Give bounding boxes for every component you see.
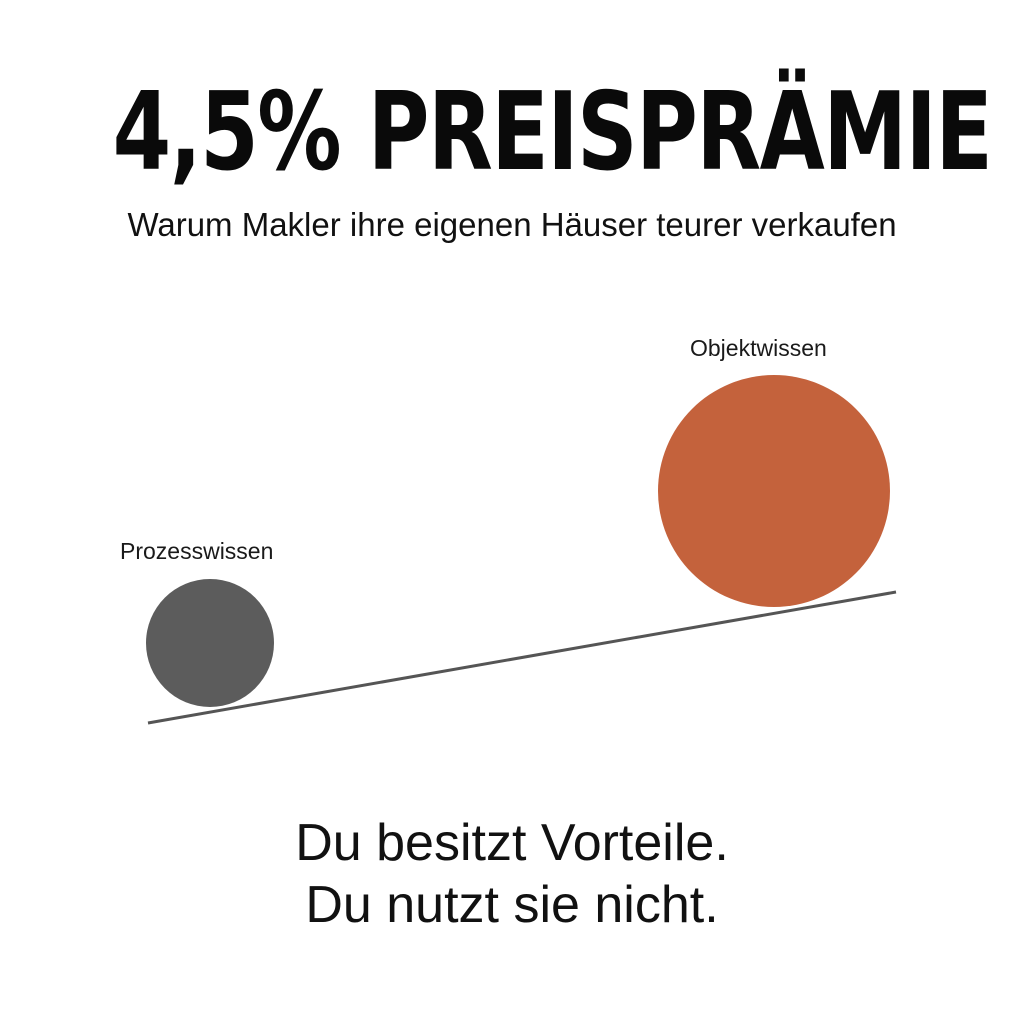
tagline-line-2: Du nutzt sie nicht.: [305, 876, 719, 934]
objektwissen-circle: [658, 375, 890, 607]
subtitle: Warum Makler ihre eigenen Häuser teurer …: [127, 206, 897, 243]
tagline-line-1: Du besitzt Vorteile.: [295, 814, 729, 872]
objektwissen-label: Objektwissen: [690, 335, 827, 361]
prozesswissen-label: Prozesswissen: [120, 538, 273, 564]
headline: 4,5% PREISPRÄMIE: [112, 70, 993, 195]
tagline: Du besitzt Vorteile. Du nutzt sie nicht.: [0, 812, 1024, 936]
ramp-line: [147, 590, 897, 725]
prozesswissen-circle: [146, 579, 274, 707]
